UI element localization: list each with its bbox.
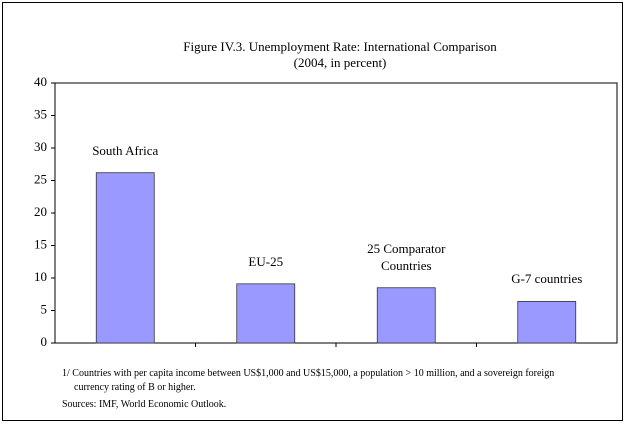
bar <box>517 300 577 344</box>
category-label: 25 Comparator Countries <box>367 240 446 273</box>
y-tick-label: 25 <box>34 171 47 186</box>
y-tick-label: 5 <box>41 301 48 316</box>
y-tick-label: 30 <box>34 139 47 154</box>
y-tick-label: 10 <box>34 269 47 284</box>
bar <box>376 287 436 344</box>
footnote: 1/ Countries with per capita income betw… <box>62 368 555 393</box>
chart-title: Figure IV.3. Unemployment Rate: Internat… <box>183 39 497 54</box>
y-tick-label: 0 <box>41 334 48 349</box>
bar <box>236 283 296 344</box>
y-tick-label: 40 <box>34 74 47 89</box>
y-tick-label: 20 <box>34 204 47 219</box>
y-tick-label: 35 <box>34 106 47 121</box>
source-note: Sources: IMF, World Economic Outlook. <box>62 399 227 410</box>
category-label: G-7 countries <box>511 271 583 287</box>
bar <box>95 172 155 344</box>
category-label: EU-25 <box>248 253 284 269</box>
category-label: South Africa <box>92 142 159 158</box>
chart-subtitle: (2004, in percent) <box>294 55 387 70</box>
y-tick-label: 15 <box>34 236 47 251</box>
